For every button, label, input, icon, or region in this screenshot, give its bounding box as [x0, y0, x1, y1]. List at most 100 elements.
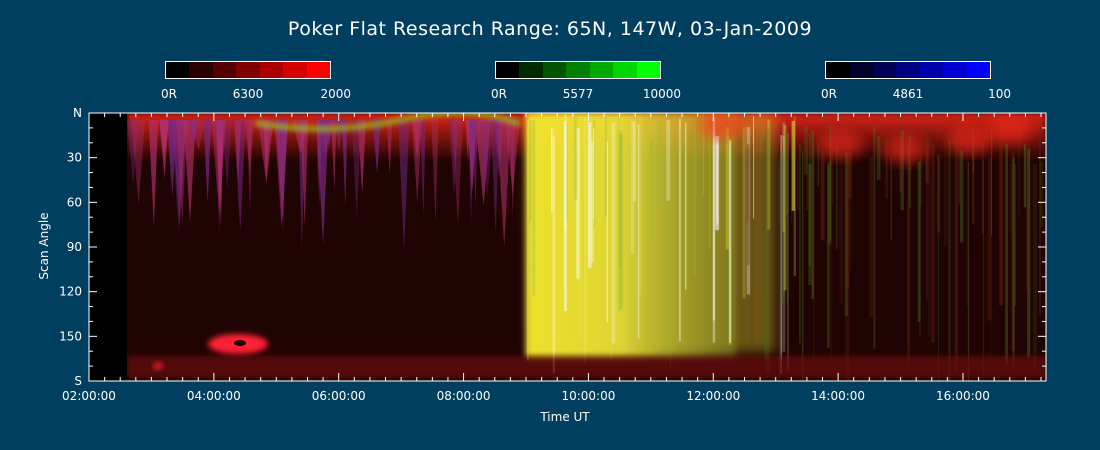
- colorbar-5577: 0R 5577 10000: [491, 61, 681, 103]
- diffuse-streak: [1025, 153, 1030, 292]
- emission-streak: [176, 120, 188, 225]
- colorbar-4861-min-label: 0R: [821, 87, 837, 101]
- emission-streak: [274, 120, 288, 228]
- diffuse-streak: [780, 154, 785, 303]
- diffuse-streak: [1012, 157, 1015, 367]
- emission-streak: [472, 120, 478, 208]
- colorbar-6300-swatch-2: [212, 62, 237, 78]
- curtain-streak: [725, 126, 730, 250]
- diffuse-streak: [1023, 144, 1027, 208]
- curtain-streak: [573, 116, 578, 200]
- diffuse-streak: [944, 129, 948, 246]
- emission-streak: [413, 120, 421, 160]
- y-tick-label: S: [74, 374, 82, 388]
- curtain-streak: [782, 135, 785, 232]
- diffuse-streak: [908, 134, 911, 208]
- emission-layer: [127, 113, 1043, 381]
- curtain-streak: [630, 120, 635, 254]
- diffuse-streak: [746, 148, 749, 221]
- emission-streak: [172, 120, 187, 226]
- curtain-streak: [716, 142, 718, 224]
- x-axis-label: Time UT: [540, 410, 590, 424]
- emission-streak: [234, 120, 242, 183]
- diffuse-streak: [966, 126, 969, 308]
- diffuse-streak: [1018, 127, 1020, 217]
- x-tick-label: 16:00:00: [936, 389, 990, 403]
- curtain-streak: [552, 119, 554, 336]
- curtain-streak: [742, 127, 746, 299]
- curtain-streak: [783, 125, 787, 291]
- y-axis: N 30 60 90 120 150 S: [59, 106, 1046, 388]
- emission-streak: [386, 120, 393, 176]
- emission-streak: [420, 120, 426, 217]
- curtain-streak: [606, 141, 609, 323]
- diffuse-streak: [1011, 152, 1015, 352]
- green-arc: [254, 113, 521, 132]
- diffuse-streak: [797, 156, 799, 210]
- diffuse-streak: [987, 157, 992, 321]
- curtain-streak: [533, 127, 537, 284]
- colorbar-4861-swatch-5: [943, 62, 967, 78]
- diffuse-streak: [826, 164, 830, 348]
- diffuse-streak: [1014, 164, 1016, 306]
- emission-streak: [496, 120, 511, 247]
- curtain-streak: [669, 128, 672, 370]
- bottom-red-band: [127, 356, 1046, 378]
- curtain-streak: [678, 118, 681, 342]
- diffuse-streak: [763, 139, 766, 293]
- colorbar-5577-swatch-0: [496, 62, 520, 78]
- emission-streak: [244, 120, 255, 172]
- emission-streak: [468, 120, 473, 225]
- curtain-streak: [618, 130, 623, 269]
- diffuse-streak: [890, 157, 892, 241]
- x-tick-label: 12:00:00: [686, 389, 740, 403]
- diffuse-streak: [873, 125, 876, 349]
- emission-streak: [431, 120, 439, 223]
- diffuse-streak: [802, 150, 804, 381]
- diffuse-streak: [813, 129, 815, 362]
- emission-streak: [183, 120, 196, 223]
- diffuse-streak: [766, 129, 770, 372]
- diffuse-streak: [750, 143, 754, 381]
- y-tick-label: 30: [67, 151, 82, 165]
- curtain-streak: [791, 120, 795, 211]
- emission-streak: [490, 120, 500, 234]
- curtain-streak: [611, 122, 616, 344]
- diffuse-streak: [877, 135, 881, 180]
- diffuse-streak: [1039, 132, 1041, 316]
- x-tick-label: 04:00:00: [187, 389, 241, 403]
- emission-streak: [279, 120, 286, 237]
- red-patch: [698, 113, 742, 139]
- x-tick-label: 02:00:00: [62, 389, 116, 403]
- emission-streak: [316, 120, 321, 196]
- emission-streak: [469, 120, 477, 183]
- colorbar-5577-swatch-5: [613, 62, 637, 78]
- diffuse-streak: [1005, 144, 1008, 365]
- emission-streak: [203, 120, 212, 204]
- x-tick-label: 14:00:00: [811, 389, 865, 403]
- colorbar-5577-swatches: [495, 61, 661, 79]
- curtain-streak: [529, 120, 532, 222]
- diffuse-streak: [971, 130, 975, 225]
- diffuse-streak: [925, 129, 929, 184]
- red-patch: [883, 136, 927, 164]
- colorbar-4861-swatch-1: [849, 62, 873, 78]
- colorbar-4861-swatch-4: [919, 62, 944, 78]
- diffuse-streak: [844, 153, 848, 317]
- diffuse-streak: [778, 163, 780, 381]
- curtain-streak: [713, 119, 715, 323]
- diffuse-streak: [981, 143, 984, 234]
- emission-streak: [351, 120, 362, 218]
- colorbar-5577-swatch-1: [519, 62, 543, 78]
- red-patch: [948, 126, 992, 154]
- emission-streak: [505, 120, 520, 196]
- curtain-streak: [780, 135, 782, 374]
- diffuse-streak: [931, 144, 935, 343]
- curtain-streak: [561, 122, 565, 289]
- colorbar-6300-swatch-6: [306, 62, 330, 78]
- diffuse-streak: [917, 162, 921, 322]
- diffuse-streak: [836, 144, 838, 250]
- colorbar-5577-swatch-6: [636, 62, 660, 78]
- emission-streak: [331, 120, 337, 192]
- diffuse-streak: [829, 125, 832, 241]
